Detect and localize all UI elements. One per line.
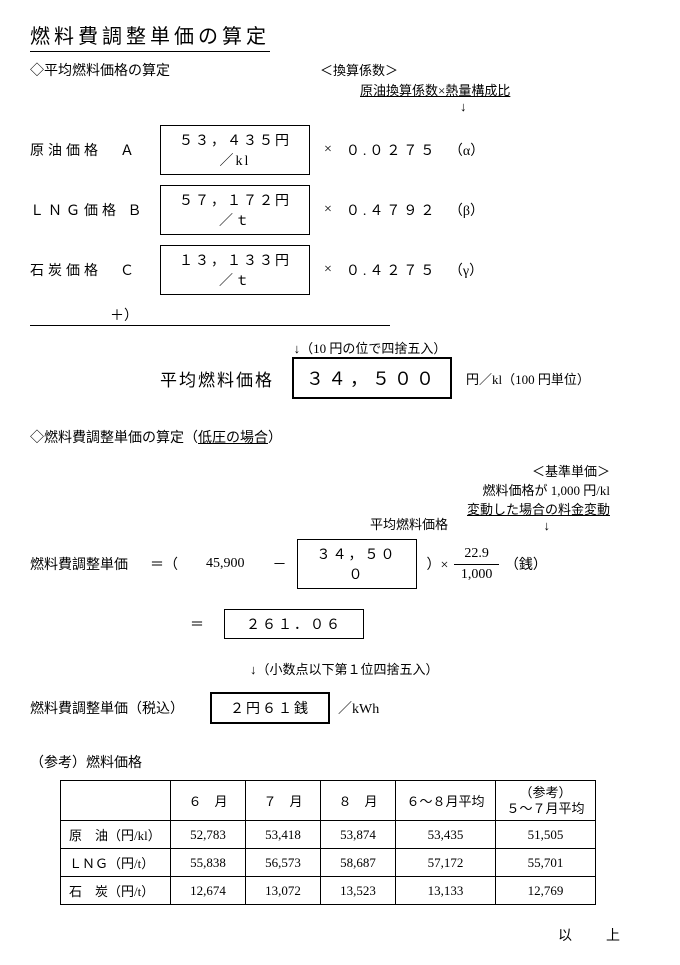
mult-b: × — [324, 202, 332, 218]
value-b: ５７，１７２円／ｔ — [160, 185, 310, 235]
section2-heading-text: ◇燃料費調整単価の算定（ — [30, 431, 198, 446]
th-aug: ８ 月 — [321, 781, 396, 821]
rh-lng: ＬＮＧ（円/t） — [61, 849, 171, 877]
frac-top: 22.9 — [454, 546, 499, 565]
th-jul: ７ 月 — [246, 781, 321, 821]
lng-jul: 56,573 — [246, 849, 321, 877]
lng-aug: 58,687 — [321, 849, 396, 877]
minus: － — [273, 554, 287, 574]
ref-header: （参考）燃料価格 — [30, 752, 650, 772]
table-row-coal: 石 炭（円/t） 12,674 13,072 13,523 13,133 12,… — [61, 877, 596, 905]
lng-avg57: 55,701 — [496, 849, 596, 877]
avg-in-formula: ３４，５００ — [297, 539, 417, 589]
final-row: 燃料費調整単価（税込） ２円６１銭 ／kWh — [30, 692, 650, 724]
lng-jun: 55,838 — [171, 849, 246, 877]
coef-c: ０.４２７５ — [346, 260, 441, 280]
avg-fuel-value: ３４，５００ — [292, 357, 452, 399]
eq2: ＝ — [190, 614, 204, 634]
round-note-1: ↓（10 円の位で四捨五入） — [90, 338, 650, 357]
th-blank — [61, 781, 171, 821]
table-header-row: ６ 月 ７ 月 ８ 月 ６～８月平均 （参考） ５～７月平均 — [61, 781, 596, 821]
section2-heading: ◇燃料費調整単価の算定（低圧の場合） — [30, 427, 650, 447]
std-header: ＜基準単価＞ — [30, 461, 610, 480]
close-mult: ）× — [427, 554, 449, 574]
base-value: 45,900 — [206, 556, 245, 572]
oil-aug: 53,874 — [321, 821, 396, 849]
std-line1: 燃料価格が 1,000 円/kl — [30, 480, 610, 499]
avg-fuel-unit: 円／kl（100 円単位） — [466, 369, 590, 388]
ref-table: ６ 月 ７ 月 ８ 月 ６～８月平均 （参考） ５～７月平均 原 油（円/kl）… — [60, 780, 596, 905]
value-c: １３，１３３円／ｔ — [160, 245, 310, 295]
fuel-row-a: 原油価格 Ａ ５３，４３５円／kl × ０.０２７５ （α） — [30, 125, 650, 175]
result-value: ２６１．０６ — [224, 609, 364, 639]
avg-fuel-label: 平均燃料価格 — [160, 366, 274, 391]
table-row-lng: ＬＮＧ（円/t） 55,838 56,573 58,687 57,172 55,… — [61, 849, 596, 877]
coef-arrow: ↓ — [460, 99, 650, 115]
label-c: 石炭価格 Ｃ — [30, 260, 160, 280]
coef-header: ＜換算係数＞ — [320, 60, 398, 80]
lng-avg68: 57,172 — [396, 849, 496, 877]
mult-a: × — [324, 142, 332, 158]
oil-jul: 53,418 — [246, 821, 321, 849]
th-jun: ６ 月 — [171, 781, 246, 821]
value-a: ５３，４３５円／kl — [160, 125, 310, 175]
greek-b: （β） — [449, 200, 484, 220]
formula-label: 燃料費調整単価 — [30, 554, 150, 574]
coef-subheader: 原油換算係数×熱量構成比 — [360, 83, 510, 98]
th-avg68: ６～８月平均 — [396, 781, 496, 821]
greek-c: （γ） — [449, 260, 483, 280]
rh-coal: 石 炭（円/t） — [61, 877, 171, 905]
formula-row: 燃料費調整単価 ＝（ 45,900 － ３４，５００ ）× 22.9 1,000… — [30, 539, 650, 589]
frac-bot: 1,000 — [461, 565, 493, 583]
coal-avg57: 12,769 — [496, 877, 596, 905]
plus-row: ＋） — [30, 305, 390, 326]
section1-heading: ◇平均燃料価格の算定 — [30, 60, 170, 80]
frac-unit: （銭） — [505, 554, 547, 574]
round-note-2: ↓（小数点以下第１位四捨五入） — [250, 659, 650, 678]
final-label: 燃料費調整単価（税込） — [30, 698, 210, 718]
rh-oil: 原 油（円/kl） — [61, 821, 171, 849]
end-text: 以 上 — [30, 925, 650, 945]
label-b: ＬＮＧ価格 Ｂ — [30, 200, 160, 220]
section2-heading-ul: 低圧の場合 — [198, 431, 268, 446]
coal-jun: 12,674 — [171, 877, 246, 905]
fuel-row-c: 石炭価格 Ｃ １３，１３３円／ｔ × ０.４２７５ （γ） — [30, 245, 650, 295]
oil-avg57: 51,505 — [496, 821, 596, 849]
label-a: 原油価格 Ａ — [30, 140, 160, 160]
eq: ＝（ — [150, 554, 178, 574]
coal-aug: 13,523 — [321, 877, 396, 905]
oil-jun: 52,783 — [171, 821, 246, 849]
th-avg57: （参考） ５～７月平均 — [496, 781, 596, 821]
coal-jul: 13,072 — [246, 877, 321, 905]
page-title: 燃料費調整単価の算定 — [30, 20, 270, 52]
final-unit: ／kWh — [338, 698, 379, 718]
coef-a: ０.０２７５ — [346, 140, 441, 160]
mult-c: × — [324, 262, 332, 278]
std-line2: 変動した場合の料金変動 — [467, 502, 610, 517]
fuel-row-b: ＬＮＧ価格 Ｂ ５７，１７２円／ｔ × ０.４７９２ （β） — [30, 185, 650, 235]
oil-avg68: 53,435 — [396, 821, 496, 849]
greek-a: （α） — [449, 140, 484, 160]
final-value: ２円６１銭 — [210, 692, 330, 724]
result-row: ＝ ２６１．０６ — [190, 609, 650, 639]
coal-avg68: 13,133 — [396, 877, 496, 905]
coef-b: ０.４７９２ — [346, 200, 441, 220]
table-row-oil: 原 油（円/kl） 52,783 53,418 53,874 53,435 51… — [61, 821, 596, 849]
section2-heading-end: ） — [268, 431, 282, 446]
